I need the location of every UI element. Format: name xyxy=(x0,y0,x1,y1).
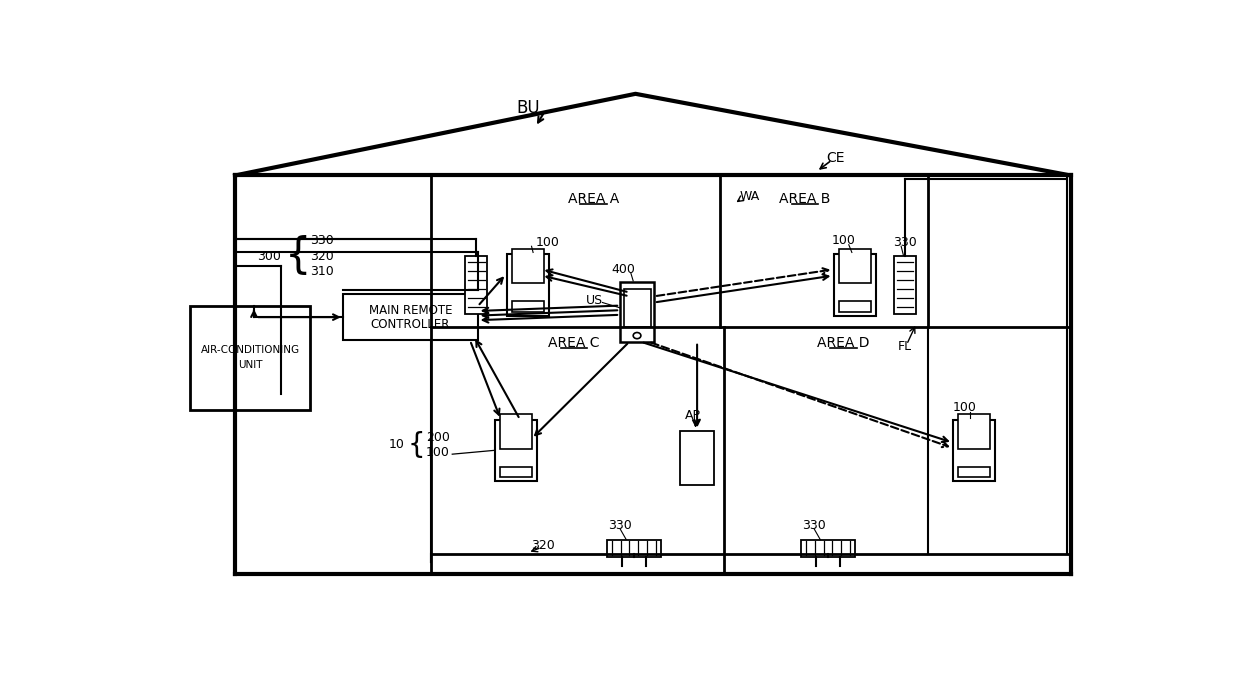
Text: AREA C: AREA C xyxy=(548,336,600,349)
Bar xyxy=(624,289,651,327)
Bar xyxy=(512,248,544,283)
Bar xyxy=(608,540,661,556)
Text: 200: 200 xyxy=(427,430,450,444)
Text: 400: 400 xyxy=(611,263,635,276)
Text: UNIT: UNIT xyxy=(238,361,263,370)
Bar xyxy=(512,301,544,311)
Bar xyxy=(506,254,549,316)
Text: AREA B: AREA B xyxy=(779,192,831,206)
Bar xyxy=(959,466,991,477)
Text: CONTROLLER: CONTROLLER xyxy=(371,318,450,331)
Text: AREA D: AREA D xyxy=(817,336,869,349)
Text: 100: 100 xyxy=(954,401,977,415)
Text: 320: 320 xyxy=(310,250,335,263)
Bar xyxy=(500,466,532,477)
Ellipse shape xyxy=(634,333,641,338)
Text: US: US xyxy=(587,293,603,307)
Text: {: { xyxy=(407,431,425,459)
Bar xyxy=(620,282,655,342)
Bar xyxy=(838,301,872,311)
Text: 100: 100 xyxy=(536,236,559,249)
Text: 310: 310 xyxy=(310,265,335,278)
Bar xyxy=(680,431,714,485)
Text: WA: WA xyxy=(739,190,760,203)
Text: AIR-CONDITIONING: AIR-CONDITIONING xyxy=(201,345,300,355)
Bar xyxy=(954,419,996,481)
Text: 330: 330 xyxy=(802,518,826,531)
Bar xyxy=(495,419,537,481)
Text: 320: 320 xyxy=(531,538,556,552)
Text: {: { xyxy=(285,235,311,277)
Text: AREA A: AREA A xyxy=(568,192,619,206)
Bar xyxy=(894,256,916,313)
Text: 330: 330 xyxy=(310,235,335,248)
Text: MAIN REMOTE: MAIN REMOTE xyxy=(368,304,453,317)
Bar xyxy=(500,414,532,449)
Text: AP: AP xyxy=(686,409,702,422)
Bar xyxy=(838,248,872,283)
Text: BU: BU xyxy=(516,99,539,117)
Text: 100: 100 xyxy=(427,446,450,459)
Bar xyxy=(343,294,477,340)
Bar xyxy=(465,256,487,313)
Bar xyxy=(801,540,854,556)
Bar xyxy=(959,414,991,449)
Bar xyxy=(191,306,310,410)
Text: 300: 300 xyxy=(258,250,281,263)
Text: FL: FL xyxy=(898,340,913,353)
Text: 330: 330 xyxy=(893,236,916,249)
Text: 100: 100 xyxy=(832,234,856,246)
Text: CE: CE xyxy=(826,151,844,165)
Text: 330: 330 xyxy=(609,518,632,531)
Text: 10: 10 xyxy=(388,439,404,451)
Bar xyxy=(833,254,877,316)
